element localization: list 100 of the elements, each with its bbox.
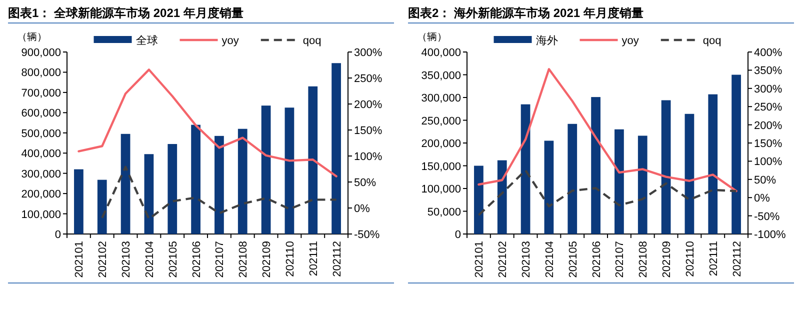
x-tick-label: 202104 <box>144 241 156 278</box>
y-tick-label: 300,000 <box>421 92 461 104</box>
y2-tick-label: -50% <box>354 229 380 241</box>
bar <box>120 134 130 234</box>
y2-tick-label: 100% <box>354 151 382 163</box>
x-tick-label: 202110 <box>284 241 296 277</box>
y-tick-label: 50,000 <box>427 206 461 218</box>
bar <box>168 144 178 234</box>
y-tick-label: 0 <box>454 229 461 241</box>
y-tick-label: 300,000 <box>21 168 61 180</box>
legend-label: 海外 <box>536 35 558 47</box>
y2-tick-label: 350% <box>754 65 782 78</box>
y-tick-label: 400,000 <box>21 148 61 160</box>
bar <box>661 100 671 234</box>
x-tick-label: 202111 <box>308 241 320 276</box>
chart-title: 图表1： 全球新能源车市场 2021 年月度销量 <box>8 6 244 20</box>
x-tick-label: 202102 <box>497 241 510 278</box>
bar <box>97 180 107 234</box>
y-tick-label: 0 <box>54 229 61 241</box>
x-tick-label: 202108 <box>238 241 250 278</box>
bar <box>568 124 578 234</box>
y-tick-label: 800,000 <box>21 67 61 80</box>
bar <box>332 63 341 234</box>
legend-label: yoy <box>222 35 240 47</box>
bar <box>238 128 248 234</box>
x-tick-label: 202112 <box>331 241 344 277</box>
bar <box>191 124 200 234</box>
y2-tick-label: 0% <box>354 203 370 215</box>
y-tick-label: 200,000 <box>421 138 461 150</box>
x-tick-label: 202108 <box>638 241 650 278</box>
bar <box>284 108 294 234</box>
legend-label: qoq <box>702 35 722 47</box>
y2-tick-label: 150% <box>754 138 782 150</box>
bar <box>261 106 271 234</box>
x-tick-label: 202101 <box>74 241 86 278</box>
chart-title: 图表2： 海外新能源车市场 2021 年月度销量 <box>408 6 644 20</box>
y-tick-label: 900,000 <box>21 47 61 59</box>
bar <box>474 166 484 234</box>
y-tick-label: 200,000 <box>21 188 61 201</box>
y2-tick-label: -100% <box>754 229 786 241</box>
y2-tick-label: 300% <box>754 83 782 96</box>
x-tick-label: 202101 <box>474 241 486 278</box>
x-tick-label: 202105 <box>567 241 580 278</box>
bar <box>544 140 554 234</box>
y-axis-title: （辆） <box>417 31 447 43</box>
y2-tick-label: 200% <box>754 120 782 132</box>
x-tick-label: 202103 <box>120 241 133 278</box>
bar <box>144 154 154 234</box>
legend-label: qoq <box>302 35 322 47</box>
y2-tick-label: 50% <box>354 177 376 189</box>
y-axis-title: （辆） <box>17 31 47 43</box>
y2-tick-label: 250% <box>354 73 382 85</box>
bar <box>308 86 318 234</box>
x-tick-label: 202103 <box>520 241 533 278</box>
bar <box>214 136 224 234</box>
y2-tick-label: 250% <box>754 102 782 114</box>
x-tick-label: 202109 <box>261 241 274 278</box>
y2-tick-label: 50% <box>754 174 776 186</box>
x-tick-label: 202109 <box>661 241 674 278</box>
y-tick-label: 150,000 <box>421 160 461 173</box>
y2-tick-label: 100% <box>754 156 782 168</box>
y-tick-label: 100,000 <box>421 184 461 196</box>
y-tick-label: 500,000 <box>21 128 61 140</box>
x-tick-label: 202110 <box>684 241 696 277</box>
bar <box>74 169 84 234</box>
line-series <box>478 169 738 216</box>
x-tick-label: 202106 <box>590 241 603 278</box>
y2-tick-label: -50% <box>754 210 780 223</box>
legend-label: yoy <box>622 35 640 47</box>
y-tick-label: 400,000 <box>421 47 461 59</box>
line-series <box>478 68 738 192</box>
x-tick-label: 202111 <box>708 241 720 276</box>
bar <box>497 160 507 234</box>
y-tick-label: 250,000 <box>421 115 461 128</box>
x-tick-label: 202105 <box>167 241 180 278</box>
x-tick-label: 202107 <box>614 241 626 278</box>
y-tick-label: 100,000 <box>21 208 61 221</box>
legend-label: 全球 <box>136 34 158 47</box>
y2-tick-label: 400% <box>754 47 782 59</box>
x-tick-label: 202112 <box>731 241 744 277</box>
bar <box>614 129 624 234</box>
bar <box>638 136 648 234</box>
bar <box>732 74 741 234</box>
x-tick-label: 202107 <box>214 241 226 278</box>
x-tick-label: 202102 <box>97 241 110 278</box>
bar <box>520 104 530 234</box>
line-series <box>78 68 338 178</box>
y-tick-label: 700,000 <box>21 87 61 100</box>
bar <box>684 114 694 234</box>
line-series <box>101 166 338 220</box>
y2-tick-label: 0% <box>754 192 770 205</box>
x-tick-label: 202104 <box>544 241 556 278</box>
bar <box>708 94 718 234</box>
y2-tick-label: 200% <box>354 99 382 111</box>
x-tick-label: 202106 <box>190 241 203 278</box>
y2-tick-label: 300% <box>354 47 382 59</box>
y-tick-label: 350,000 <box>421 70 461 82</box>
y2-tick-label: 150% <box>354 125 382 137</box>
y-tick-label: 600,000 <box>21 108 61 120</box>
bar <box>591 97 600 234</box>
